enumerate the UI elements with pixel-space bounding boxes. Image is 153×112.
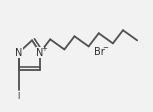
Text: N: N — [15, 48, 23, 58]
Text: Br: Br — [94, 47, 104, 57]
Text: +: + — [42, 45, 47, 51]
Text: N: N — [36, 48, 44, 58]
Text: l: l — [18, 91, 20, 100]
Text: −: − — [102, 45, 108, 51]
